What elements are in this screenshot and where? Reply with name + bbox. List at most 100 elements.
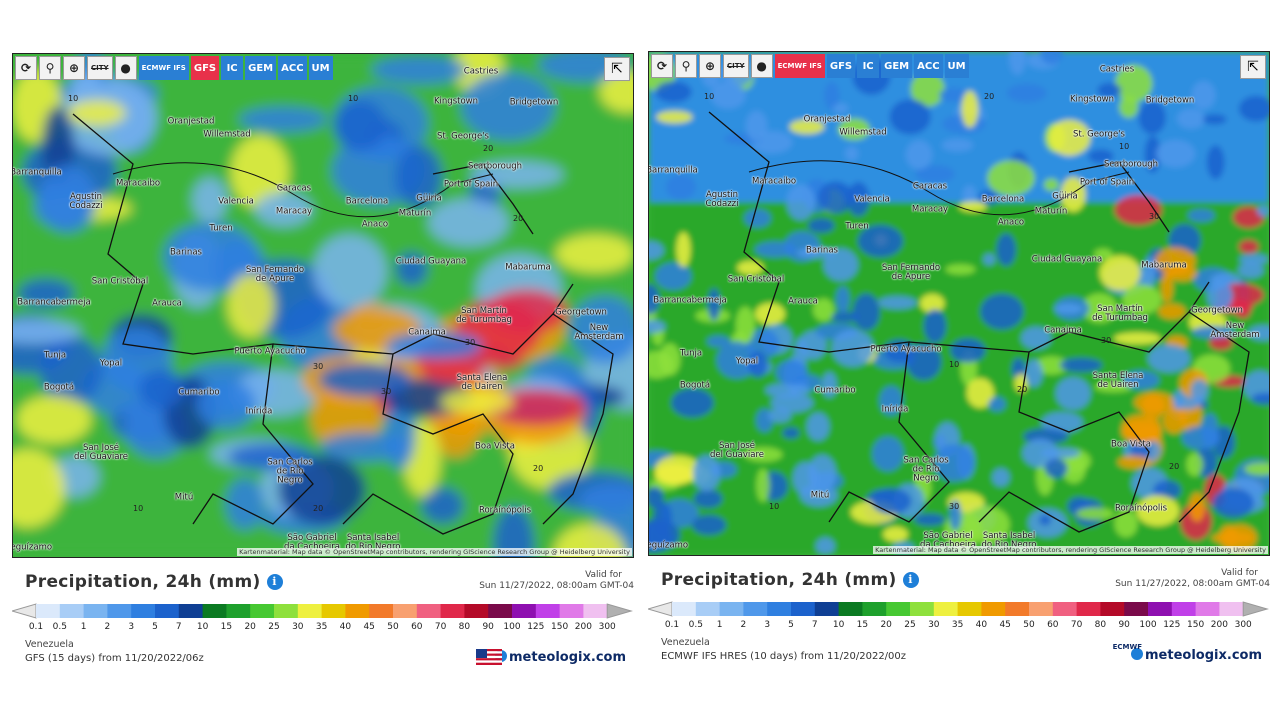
- info-button[interactable]: i: [266, 574, 283, 590]
- tool-button[interactable]: ⚲: [675, 54, 697, 78]
- scale-swatch: [83, 604, 108, 618]
- city-label: Cumaribo: [178, 387, 220, 398]
- city-label: Mitú: [810, 490, 830, 501]
- city-label: São Gabriel da Cachoeira: [283, 533, 341, 552]
- rain-area: [1238, 262, 1264, 279]
- scale-label: 45: [363, 622, 375, 632]
- rain-area: [493, 506, 535, 557]
- scale-label: 150: [551, 622, 569, 632]
- rain-area: [871, 488, 912, 515]
- info-button[interactable]: i: [902, 572, 919, 588]
- scale-swatch: [512, 604, 537, 618]
- contour-label: 20: [513, 214, 524, 223]
- scale-arrow: [12, 603, 37, 619]
- model-button[interactable]: IC: [221, 56, 244, 80]
- city-label: Turen: [209, 223, 233, 234]
- scale-label: 1: [716, 620, 723, 630]
- scale-label: 50: [387, 622, 399, 632]
- tool-button[interactable]: ⊕: [699, 54, 721, 78]
- rain-area: [656, 110, 693, 124]
- tool-button[interactable]: ⚲: [39, 56, 61, 80]
- city-label: Georgetown: [555, 307, 607, 318]
- rain-area: [579, 483, 633, 516]
- rain-area: [693, 489, 723, 508]
- rain-area: [775, 359, 808, 386]
- rain-area: [799, 330, 827, 360]
- tool-button[interactable]: ●: [114, 56, 137, 80]
- model-button[interactable]: GEM: [245, 56, 277, 80]
- model-button[interactable]: ACC: [278, 56, 307, 80]
- scale-label: 10: [196, 622, 209, 632]
- tool-button[interactable]: ⟳: [15, 56, 37, 80]
- city-label: Puerto Ayacucho: [870, 344, 942, 355]
- rain-area: [877, 296, 917, 310]
- model-button[interactable]: ACC: [914, 54, 943, 78]
- rain-area: [1209, 335, 1233, 351]
- scale-label: 3: [764, 620, 771, 630]
- city-label: Barrancabermeja: [653, 295, 727, 306]
- scale-swatch: [862, 602, 887, 616]
- rain-area: [461, 71, 556, 141]
- rain-area: [988, 396, 1006, 412]
- rain-area: [67, 99, 127, 127]
- scale-swatch: [767, 602, 792, 616]
- rain-area: [313, 234, 387, 309]
- rain-area: [807, 218, 835, 233]
- city-label: St. George's: [1073, 129, 1125, 140]
- scale-swatch: [345, 604, 370, 618]
- share-button[interactable]: ⇱: [604, 57, 630, 81]
- model-button[interactable]: GFS: [826, 54, 856, 78]
- tool-button[interactable]: ●: [750, 54, 773, 78]
- city-label: Kingstown: [1069, 94, 1115, 105]
- rain-area: [1138, 100, 1166, 135]
- rain-area: [745, 110, 768, 142]
- rain-area: [440, 389, 514, 415]
- tool-button[interactable]: ⟳: [651, 54, 673, 78]
- city-label: Santa Isabel do Rio Negro: [981, 531, 1037, 550]
- city-label: Canaima: [408, 327, 446, 338]
- flag-icon: [476, 649, 502, 665]
- model-button[interactable]: GFS: [190, 56, 220, 80]
- model-button[interactable]: ECMWF IFS: [138, 56, 189, 80]
- city-label: Barinas: [170, 247, 202, 258]
- rain-area: [1113, 332, 1161, 345]
- city-label: Scarborough: [467, 161, 523, 172]
- scale-swatch: [1195, 602, 1220, 616]
- model-run: GFS (15 days) from 11/20/2022/06z: [25, 653, 204, 664]
- rain-area: [872, 436, 904, 472]
- rain-area: [1238, 239, 1259, 254]
- rain-area: [815, 537, 835, 555]
- rain-area: [1244, 462, 1269, 476]
- rain-area: [1043, 178, 1059, 192]
- city-label: Roraínópolis: [478, 505, 532, 516]
- rain-area: [1076, 507, 1115, 520]
- scale-label: 15: [220, 622, 233, 632]
- model-button[interactable]: UM: [944, 54, 969, 78]
- rain-area: [228, 443, 316, 471]
- scale-swatch: [178, 604, 204, 618]
- scale-label: 30: [292, 622, 304, 632]
- model-button[interactable]: IC: [857, 54, 880, 78]
- rain-area: [489, 388, 586, 427]
- model-button[interactable]: GEM: [881, 54, 913, 78]
- model-button[interactable]: UM: [308, 56, 333, 80]
- city-label: Santa Elena de Uairen: [456, 373, 508, 392]
- scale-swatch: [393, 604, 418, 618]
- color-scale: [12, 603, 633, 619]
- scale-swatch: [416, 604, 442, 618]
- scale-swatch: [535, 604, 561, 618]
- scale-label: 80: [458, 622, 471, 632]
- model-button[interactable]: ECMWF IFS: [774, 54, 825, 78]
- model-button[interactable]: CITY: [723, 54, 749, 78]
- tool-button[interactable]: ⊕: [63, 56, 85, 80]
- city-label: Bogotá: [679, 380, 711, 391]
- rain-area: [789, 119, 825, 135]
- scale-label: 100: [503, 622, 521, 632]
- rain-area: [653, 501, 673, 535]
- city-label: Valencia: [854, 194, 890, 205]
- rain-area: [961, 90, 979, 128]
- rain-area: [706, 335, 730, 348]
- share-button[interactable]: ⇱: [1240, 55, 1266, 79]
- model-button[interactable]: CITY: [87, 56, 113, 80]
- rain-area: [1022, 438, 1059, 468]
